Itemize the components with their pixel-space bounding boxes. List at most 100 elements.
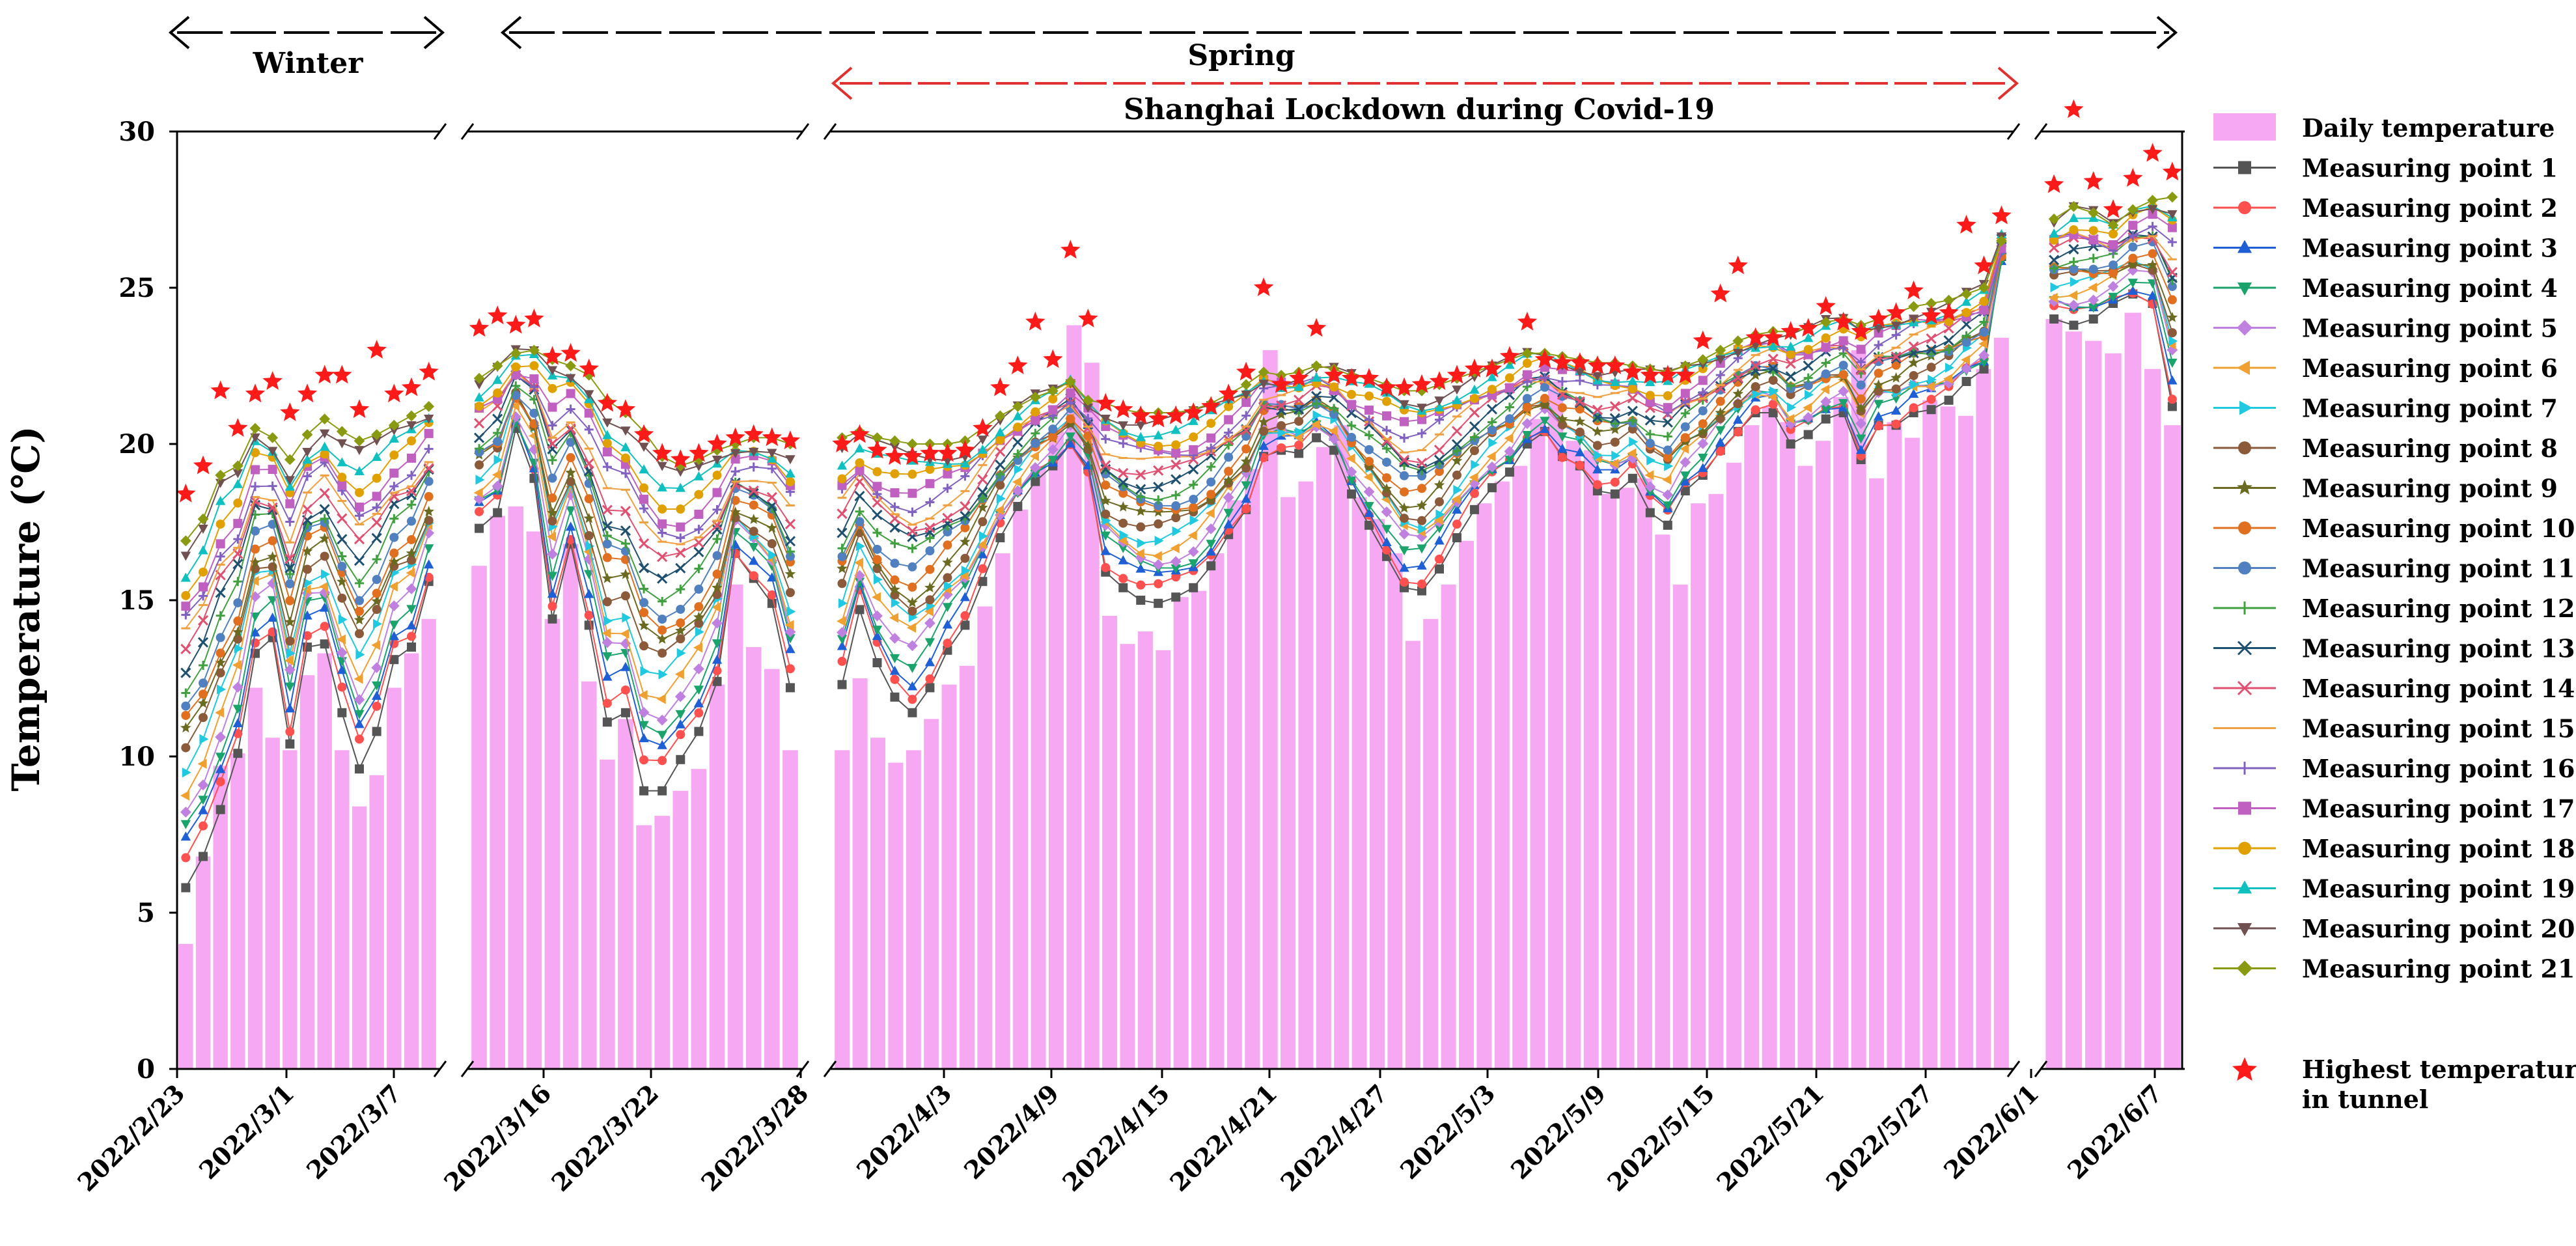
measuring-point-5-marker [1223, 491, 1234, 503]
measuring-point-3-marker [1890, 405, 1902, 415]
measuring-point-5-marker [2068, 299, 2079, 311]
measuring-point-12-marker [181, 688, 191, 698]
measuring-point-18-marker [1645, 391, 1655, 400]
axis-break-mark [796, 1060, 837, 1077]
measuring-point-12-marker [1627, 415, 1637, 425]
daily-temperature-bar [1851, 350, 1866, 1069]
measuring-point-12-marker [785, 547, 795, 557]
measuring-point-14-marker [301, 504, 313, 515]
measuring-point-21-marker [301, 429, 313, 440]
measuring-point-7-marker [1471, 460, 1480, 470]
legend-marker [2238, 561, 2251, 575]
daily-temperature-bar [2164, 425, 2181, 1069]
legend-marker [2237, 361, 2250, 375]
measuring-point-17-marker [1417, 415, 1426, 424]
measuring-point-5-marker [1662, 489, 1674, 501]
measuring-point-13-marker [1433, 454, 1445, 465]
measuring-point-19-marker [1434, 402, 1445, 411]
measuring-point-16-marker [1101, 434, 1111, 444]
legend-item: Measuring point 8 [2213, 434, 2558, 463]
daily-temperature-bar [369, 775, 384, 1069]
measuring-point-17-marker [1189, 445, 1198, 454]
measuring-point-20-marker [474, 380, 484, 390]
measuring-point-6-marker [2048, 292, 2058, 303]
measuring-point-17-marker [424, 428, 434, 438]
measuring-point-14-marker [1908, 341, 1919, 352]
measuring-point-9-marker [353, 614, 365, 625]
measuring-point-16-marker [890, 502, 900, 512]
measuring-point-18-marker [1154, 441, 1163, 451]
measuring-point-12-marker [1031, 428, 1040, 438]
measuring-point-12-marker [978, 493, 988, 503]
highest-temperature-star [1166, 405, 1186, 424]
measuring-point-1-marker [372, 727, 381, 736]
measuring-point-6-marker [1644, 470, 1654, 480]
measuring-point-4-marker [1047, 456, 1059, 465]
measuring-point-1-marker [355, 764, 364, 774]
measuring-point-3-marker [423, 559, 434, 569]
legend-marker [2239, 400, 2252, 415]
measuring-point-17-marker [712, 488, 722, 497]
daily-temperature-bar [906, 750, 921, 1069]
measuring-point-19-marker [1663, 376, 1673, 385]
measuring-point-13-marker [1486, 404, 1498, 415]
measuring-point-14-marker [267, 502, 278, 513]
measuring-point-3-marker [620, 661, 631, 671]
highest-temperature-star [561, 342, 581, 362]
measuring-point-13-series [180, 464, 434, 678]
measuring-point-10-marker [1715, 396, 1725, 406]
axis-break-mark [2006, 1060, 2048, 1077]
highest-temperature-star [1816, 296, 1836, 315]
measuring-point-18-series [181, 418, 434, 600]
measuring-point-5-marker [1855, 418, 1867, 429]
spring-label: Spring [1187, 39, 1295, 72]
measuring-point-20-marker [1135, 421, 1146, 431]
highest-temperature-star [1499, 346, 1520, 365]
legend-item: Measuring point 7 [2213, 394, 2558, 423]
legend-marker [2237, 680, 2252, 696]
measuring-point-4-marker [215, 753, 226, 762]
measuring-point-5-marker [1486, 461, 1498, 473]
y-tick-label: 30 [118, 117, 155, 147]
daily-temperature-bar [1066, 325, 1082, 1070]
highest-temperature-star [176, 483, 196, 503]
daily-temperature-bar [581, 681, 597, 1069]
measuring-point-4-marker [749, 542, 759, 552]
legend-marker [2238, 602, 2251, 615]
measuring-point-4-marker [1417, 544, 1427, 554]
measuring-point-18-marker [547, 383, 557, 393]
measuring-point-3-marker [1873, 411, 1884, 421]
legend-item: Measuring point 16 [2213, 754, 2575, 783]
legend-item: Measuring point 19 [2213, 874, 2575, 904]
measuring-point-19-marker [1645, 377, 1655, 387]
measuring-point-10-marker [1364, 456, 1374, 466]
highest-temperature-star [1974, 255, 1994, 275]
measuring-point-1-marker [1154, 598, 1163, 608]
measuring-point-6-marker [1310, 419, 1320, 430]
measuring-point-19-marker [657, 482, 667, 491]
measuring-point-1-marker [2069, 320, 2079, 330]
measuring-point-7-marker [2050, 282, 2060, 293]
daily-temperature-bar [995, 553, 1010, 1069]
measuring-point-21-marker [1310, 360, 1322, 372]
measuring-point-17-marker [907, 488, 917, 498]
highest-temperature-star [1517, 311, 1538, 331]
measuring-point-2-marker [1101, 562, 1111, 572]
highest-temperature-star [542, 346, 562, 365]
measuring-point-5-marker [336, 647, 348, 658]
measuring-point-3-marker [1698, 463, 1708, 473]
daily-temperature-bar [526, 531, 542, 1069]
measuring-point-13-marker [675, 562, 686, 574]
measuring-point-1-marker [1189, 583, 1198, 592]
daily-temperature-bar [727, 585, 743, 1069]
measuring-point-13-marker [889, 522, 900, 533]
measuring-point-16-marker [676, 533, 686, 543]
daily-temperature-bar [562, 544, 579, 1069]
measuring-point-20-marker [1890, 322, 1902, 331]
legend-item: Measuring point 1 [2213, 154, 2558, 183]
measuring-point-18-marker [251, 448, 260, 458]
measuring-point-1-marker [1347, 489, 1357, 499]
measuring-point-5-series [180, 527, 435, 818]
winter-label: Winter [253, 47, 364, 80]
highest-temperature-star [280, 402, 300, 421]
